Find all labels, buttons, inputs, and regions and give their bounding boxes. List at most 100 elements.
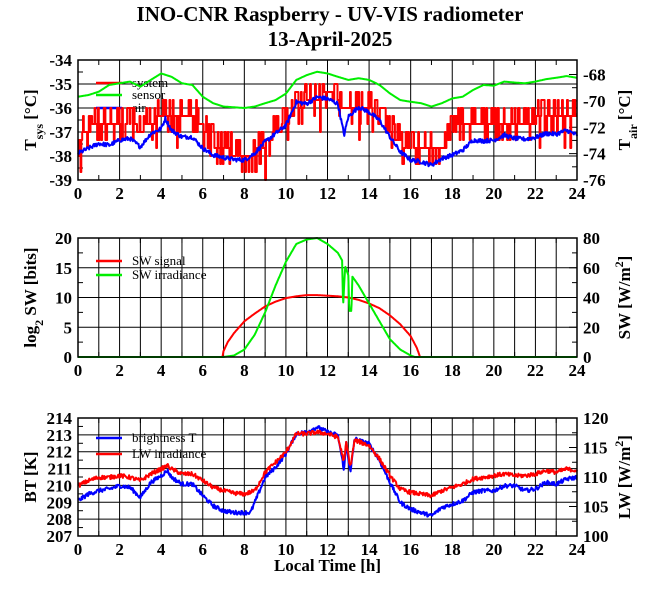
x-tick-label: 4: [157, 361, 166, 380]
x-tick-label: 10: [277, 184, 294, 203]
y-right-axis-label-rest: ]: [615, 256, 634, 262]
x-tick-label: 2: [115, 184, 124, 203]
y-right-axis-label-sup: 2: [612, 261, 626, 267]
y-left-axis-label-main: log: [21, 325, 40, 347]
series-line-system: [77, 83, 578, 181]
x-tick-label: 18: [444, 361, 461, 380]
y-right-tick-label: -76: [583, 171, 606, 190]
x-tick-label: 4: [157, 184, 166, 203]
chart-subtitle: 13-April-2025: [268, 27, 393, 51]
y-left-tick-label: 214: [47, 409, 73, 428]
x-tick-label: 6: [199, 184, 208, 203]
x-tick-label: 0: [74, 540, 83, 559]
y-right-tick-label: -74: [583, 145, 606, 164]
x-tick-label: 14: [361, 540, 379, 559]
y-left-tick-label: 211: [47, 460, 72, 479]
y-left-axis-label-sub: sys: [32, 124, 46, 140]
series-line-sensor: [77, 70, 578, 109]
panel-1: -39-38-37-36-35-34-76-74-72-70-680 2 4 6 8 10…: [21, 51, 640, 203]
x-tick-label: 14: [361, 361, 379, 380]
x-tick-label: 22: [527, 184, 544, 203]
y-left-axis-label-rest: SW [bits]: [21, 247, 40, 319]
x-tick-label: 12: [319, 361, 336, 380]
panel-3: 2072082092102112122132141001051101151200…: [21, 409, 634, 575]
y-left-tick-label: -39: [49, 171, 72, 190]
chart-title: INO-CNR Raspberry - UV-VIS radiometer: [137, 2, 524, 26]
y-left-tick-label: 15: [55, 259, 72, 278]
y-left-axis-label-sub: 2: [32, 320, 46, 326]
y-right-tick-label: 40: [583, 289, 600, 308]
y-right-tick-label: -68: [583, 66, 606, 85]
y-right-axis-label-sup: 2: [612, 441, 626, 447]
legend-label: SW irradiance: [132, 267, 207, 282]
y-left-tick-label: -36: [49, 99, 72, 118]
x-tick-label: 16: [402, 361, 419, 380]
y-left-tick-label: 10: [55, 289, 72, 308]
y-right-tick-label: -70: [583, 92, 606, 111]
x-tick-label: 14: [361, 184, 379, 203]
y-left-axis-label-rest: [°C]: [21, 89, 40, 124]
x-tick-label: 8: [240, 184, 249, 203]
legend-label: sensor: [132, 87, 166, 102]
y-left-tick-label: 20: [55, 229, 72, 248]
x-axis-label: Local Time [h]: [274, 556, 381, 575]
y-right-axis-label-main: LW [W/m: [615, 447, 634, 519]
legend-label: SW signal: [132, 253, 186, 268]
x-tick-label: 10: [277, 361, 294, 380]
x-tick-label: 4: [157, 540, 166, 559]
series-line-lw-irradiance: [77, 429, 578, 499]
y-right-tick-label: 60: [583, 259, 600, 278]
y-right-tick-label: 120: [583, 409, 609, 428]
y-left-axis-label-main: T: [21, 139, 40, 151]
y-right-axis-label: LW [W/m2]: [612, 435, 634, 519]
y-right-axis-label-rest: [°C]: [615, 90, 634, 125]
y-left-tick-label: 0: [64, 348, 73, 367]
x-tick-label: 22: [527, 540, 544, 559]
y-left-tick-label: 209: [47, 493, 73, 512]
x-tick-label: 0: [74, 361, 83, 380]
y-left-tick-label: 5: [64, 318, 73, 337]
x-tick-label: 8: [240, 361, 249, 380]
x-tick-label: 24: [569, 184, 587, 203]
y-right-tick-label: 110: [583, 468, 608, 487]
y-left-tick-label: -34: [49, 51, 72, 70]
plot-frame: [77, 417, 578, 537]
y-left-tick-label: -35: [49, 75, 72, 94]
x-tick-label: 16: [402, 540, 419, 559]
y-left-tick-label: 208: [47, 510, 73, 529]
x-tick-label: 10: [277, 540, 294, 559]
legend-label: LW irradiance: [132, 446, 206, 461]
y-right-tick-label: 0: [583, 348, 592, 367]
plot-frame: [77, 59, 578, 181]
x-tick-label: 24: [569, 540, 587, 559]
x-tick-label: 18: [444, 540, 461, 559]
x-tick-label: 22: [527, 361, 544, 380]
y-right-tick-label: 105: [583, 498, 609, 517]
y-right-axis-label-rest: ]: [615, 435, 634, 441]
x-tick-label: 20: [485, 540, 502, 559]
series-line-air: [77, 95, 578, 168]
y-right-axis-label-main: T: [615, 138, 634, 150]
y-right-axis-label: Tair [°C]: [615, 90, 640, 151]
x-tick-label: 24: [569, 361, 587, 380]
plot-frame: [77, 237, 578, 358]
y-right-axis-label-sub: air: [626, 124, 640, 139]
x-tick-label: 2: [115, 361, 124, 380]
x-tick-label: 12: [319, 540, 336, 559]
y-left-axis-label: BT [K]: [21, 451, 40, 502]
x-tick-label: 8: [240, 540, 249, 559]
y-left-axis-label-main: BT [K]: [21, 451, 40, 502]
x-tick-label: 20: [485, 184, 502, 203]
y-right-axis-label-main: SW [W/m: [615, 267, 634, 339]
y-right-tick-label: 80: [583, 229, 600, 248]
y-left-tick-label: -38: [49, 147, 72, 166]
series-line-brightness-t: [77, 425, 578, 518]
x-tick-label: 6: [199, 361, 208, 380]
y-left-axis-label: log2 SW [bits]: [21, 247, 46, 347]
x-tick-label: 20: [485, 361, 502, 380]
y-left-tick-label: 213: [47, 426, 73, 445]
y-left-tick-label: 207: [47, 527, 73, 546]
y-right-tick-label: 100: [583, 527, 609, 546]
